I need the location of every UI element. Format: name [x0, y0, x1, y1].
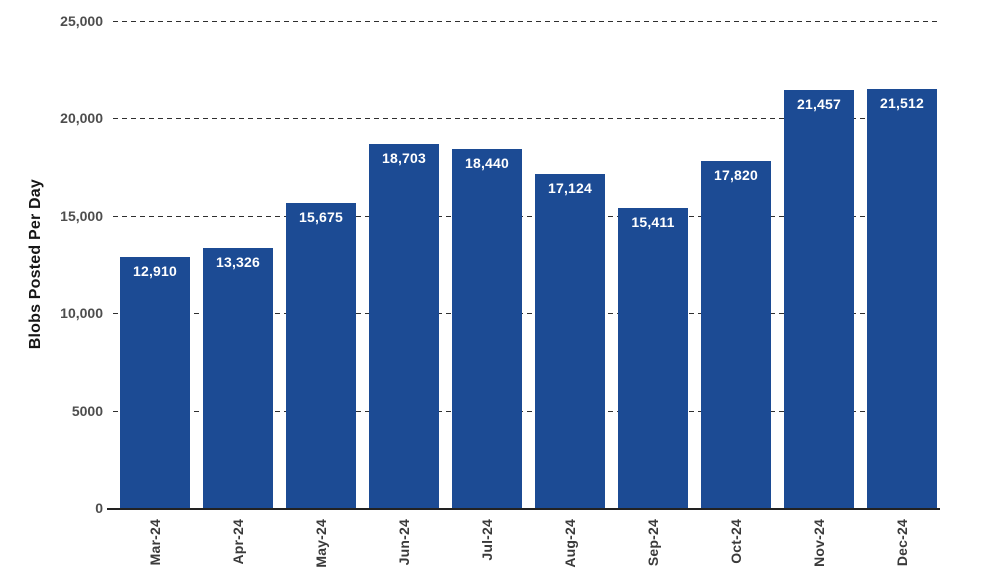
bar-value-label: 17,820 [713, 166, 759, 183]
bar-value-label: 12,910 [132, 262, 178, 279]
y-tick-label: 0 [95, 500, 103, 516]
gridline [113, 118, 940, 120]
bar-value-label: 21,512 [879, 94, 925, 111]
gridline [113, 313, 940, 315]
bar-apr-24[interactable]: 13,326 [203, 248, 273, 508]
bar-value-label: 13,326 [215, 254, 261, 271]
bar-value-label: 15,411 [631, 213, 675, 230]
x-tick-cell: Sep-24 [618, 519, 688, 568]
bar-may-24[interactable]: 15,675 [286, 202, 356, 508]
bars-row: 12,910 13,326 15,675 18,703 18,440 17,124 15,4… [120, 21, 937, 508]
x-tick-label: Nov-24 [811, 519, 827, 567]
x-tick-label: Jun-24 [396, 519, 412, 566]
y-tick-label: 20,000 [60, 110, 103, 127]
x-tick-label: Jul-24 [479, 519, 495, 561]
x-tick-cell: Oct-24 [701, 519, 771, 568]
bar-value-label: 18,703 [381, 149, 427, 166]
x-axis-labels: Mar-24 Apr-24 May-24 Jun-24 Jul-24 Aug-24 Sep-… [120, 519, 937, 568]
x-tick-cell: May-24 [286, 519, 356, 568]
y-tick-label: 15,000 [60, 207, 103, 224]
bar-jun-24[interactable]: 18,703 [369, 143, 439, 508]
x-tick-cell: Aug-24 [535, 519, 605, 568]
bar-dec-24[interactable]: 21,512 [867, 88, 937, 508]
bar-jul-24[interactable]: 18,440 [452, 148, 522, 508]
x-tick-label: Apr-24 [230, 519, 246, 565]
bar-mar-24[interactable]: 12,910 [120, 256, 190, 508]
x-tick-cell: Mar-24 [120, 519, 190, 568]
gridline [113, 410, 940, 412]
x-tick-label: Dec-24 [894, 519, 910, 567]
x-tick-cell: Dec-24 [867, 519, 937, 568]
x-tick-cell: Apr-24 [203, 519, 273, 568]
y-axis-title-box: Blobs Posted Per Day [24, 21, 48, 508]
bar-value-label: 21,457 [796, 96, 842, 112]
bar-oct-24[interactable]: 17,820 [701, 160, 771, 508]
bar-sep-24[interactable]: 15,411 [618, 207, 688, 508]
y-tick-label: 10,000 [60, 305, 103, 322]
bar-value-label: 18,440 [464, 154, 510, 171]
bar-aug-24[interactable]: 17,124 [535, 174, 605, 508]
x-tick-cell: Nov-24 [784, 519, 854, 568]
gridline [113, 215, 940, 217]
y-tick-label: 25,000 [60, 13, 103, 29]
x-tick-label: Mar-24 [147, 519, 163, 566]
x-tick-label: Aug-24 [562, 519, 578, 568]
x-tick-label: Oct-24 [728, 519, 744, 564]
y-tick-label: 5000 [71, 402, 103, 419]
y-axis-title: Blobs Posted Per Day [27, 179, 44, 350]
x-tick-cell: Jul-24 [452, 519, 522, 568]
x-tick-cell: Jun-24 [369, 519, 439, 568]
bar-nov-24[interactable]: 21,457 [784, 90, 854, 508]
plot-area: 12,910 13,326 15,675 18,703 18,440 17,124 15,4… [107, 21, 940, 510]
x-tick-label: Sep-24 [645, 519, 661, 567]
bar-value-label: 15,675 [298, 208, 344, 225]
bar-value-label: 17,124 [547, 180, 593, 197]
gridline [113, 21, 940, 22]
x-tick-label: May-24 [313, 519, 329, 568]
